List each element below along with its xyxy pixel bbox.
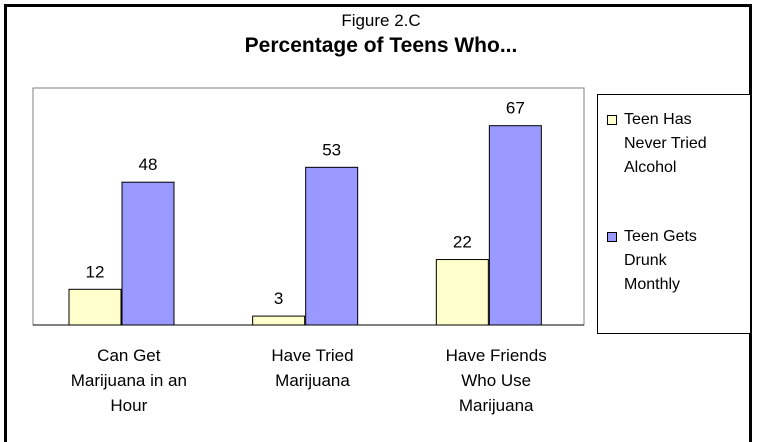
bar [68,288,122,326]
bar [305,166,359,326]
bar [252,315,306,326]
x-tick-label: Can Get Marijuana in an Hour [70,346,187,415]
bar [488,125,542,326]
figure-label: Figure 2.C [341,11,421,30]
legend: Teen Has Never Tried Alcohol Teen Gets Drun… [597,94,751,334]
chart-title: Percentage of Teens Who... [244,34,518,57]
bar [435,259,489,326]
bar [121,181,175,326]
legend-label-gets-drunk-monthly: Teen Gets Drunk Monthly [624,228,697,293]
x-tick-label: Have Tried Marijuana [271,346,354,390]
data-label: 12 [86,262,105,281]
legend-swatch-never-tried-alcohol [607,115,617,125]
data-label: 48 [139,155,158,174]
data-label: 22 [453,233,472,252]
x-tick-label: Have Friends Who Use Marijuana [445,346,547,415]
data-label: 67 [506,99,525,118]
data-label: 3 [274,289,283,308]
data-label: 53 [322,140,341,159]
legend-swatch-gets-drunk-monthly [607,232,617,242]
legend-label-never-tried-alcohol: Teen Has Never Tried Alcohol [624,111,707,176]
